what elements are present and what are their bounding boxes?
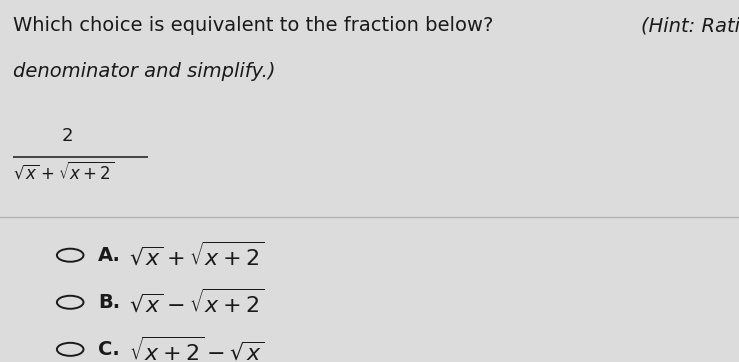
Text: C.: C.	[98, 340, 120, 359]
Text: B.: B.	[98, 293, 120, 312]
Text: A.: A.	[98, 246, 121, 265]
Text: Which choice is equivalent to the fraction below? ​(Hint: Rationalize the: Which choice is equivalent to the fracti…	[13, 16, 706, 35]
Text: denominator and simplify.): denominator and simplify.)	[13, 62, 276, 80]
Text: $\sqrt{x}+\sqrt{x+2}$: $\sqrt{x}+\sqrt{x+2}$	[13, 161, 115, 183]
Text: $2$: $2$	[61, 127, 72, 145]
Text: Which choice is equivalent to the fraction below?: Which choice is equivalent to the fracti…	[13, 16, 500, 35]
Text: $\sqrt{x}-\sqrt{x+2}$: $\sqrt{x}-\sqrt{x+2}$	[129, 288, 265, 316]
Text: $\sqrt{x+2}-\sqrt{x}$: $\sqrt{x+2}-\sqrt{x}$	[129, 335, 265, 362]
Text: $\sqrt{x}+\sqrt{x+2}$: $\sqrt{x}+\sqrt{x+2}$	[129, 241, 265, 269]
Text: (Hint: Rationalize the: (Hint: Rationalize the	[641, 16, 739, 35]
